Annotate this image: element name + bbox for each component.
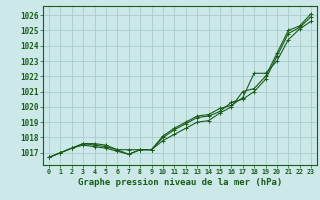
X-axis label: Graphe pression niveau de la mer (hPa): Graphe pression niveau de la mer (hPa) [78,178,282,187]
